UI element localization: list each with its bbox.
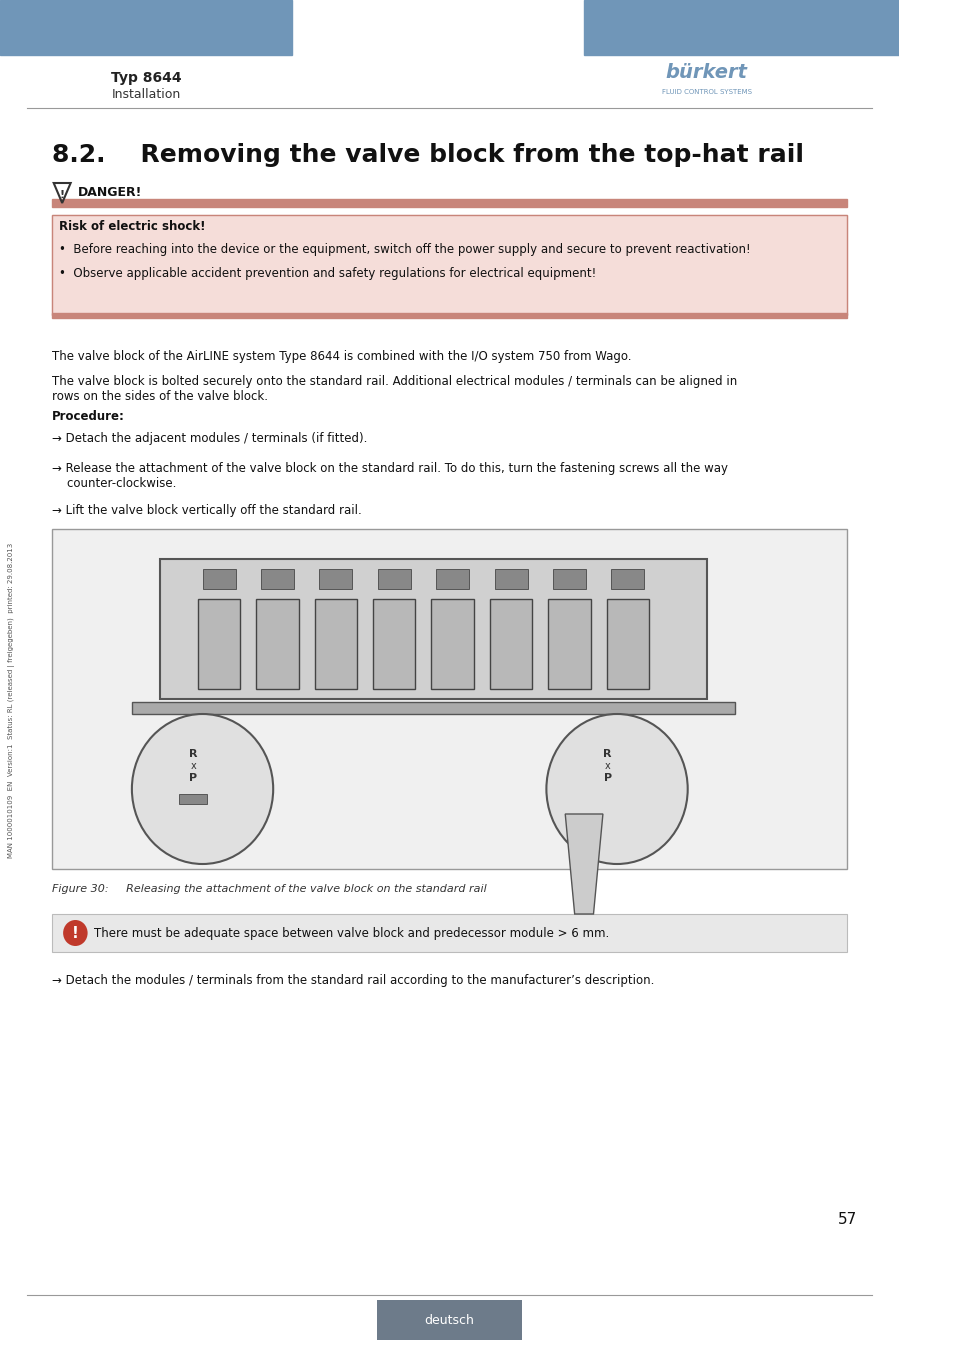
Bar (583, 0, 898, 55)
Circle shape (546, 714, 687, 864)
Text: → Detach the adjacent modules / terminals (if fitted).: → Detach the adjacent modules / terminal… (51, 432, 367, 446)
Text: deutsch: deutsch (424, 1314, 474, 1327)
Bar (606, 599, 648, 688)
Text: x: x (190, 761, 195, 771)
Text: R: R (602, 749, 611, 759)
Bar (431, 599, 474, 688)
Text: → Release the attachment of the valve block on the standard rail. To do this, tu: → Release the attachment of the valve bl… (51, 462, 727, 490)
Text: R: R (189, 749, 197, 759)
Bar (489, 599, 532, 688)
Bar (373, 599, 415, 688)
Bar (548, 599, 590, 688)
Bar (256, 599, 298, 688)
Bar (202, 568, 235, 589)
Circle shape (63, 919, 88, 946)
Text: Typ 8644: Typ 8644 (111, 72, 181, 85)
Text: The valve block is bolted securely onto the standard rail. Additional electrical: The valve block is bolted securely onto … (51, 375, 737, 404)
Bar (261, 568, 294, 589)
Text: There must be adequate space between valve block and predecessor module > 6 mm.: There must be adequate space between val… (94, 926, 609, 940)
Bar (0, 0, 292, 55)
Bar (377, 568, 411, 589)
Text: 57: 57 (838, 1212, 857, 1227)
Bar (51, 215, 846, 315)
Text: → Lift the valve block vertically off the standard rail.: → Lift the valve block vertically off th… (51, 504, 361, 517)
Text: !: ! (71, 926, 79, 941)
Circle shape (132, 714, 273, 864)
Text: Figure 30:     Releasing the attachment of the valve block on the standard rail: Figure 30: Releasing the attachment of t… (51, 884, 486, 894)
Bar (132, 702, 734, 714)
Text: P: P (189, 774, 197, 783)
Bar (436, 568, 469, 589)
Text: FLUID CONTROL SYSTEMS: FLUID CONTROL SYSTEMS (660, 89, 751, 95)
Text: → Detach the modules / terminals from the standard rail according to the manufac: → Detach the modules / terminals from th… (51, 973, 654, 987)
Text: Installation: Installation (112, 89, 180, 101)
Text: P: P (603, 774, 611, 783)
Text: x: x (604, 761, 610, 771)
Text: •  Observe applicable accident prevention and safety regulations for electrical : • Observe applicable accident prevention… (59, 266, 596, 279)
Bar (179, 794, 207, 805)
Text: 8.2.    Removing the valve block from the top-hat rail: 8.2. Removing the valve block from the t… (51, 143, 803, 167)
Text: bürkert: bürkert (665, 62, 747, 81)
Bar (51, 529, 846, 869)
Bar (51, 215, 846, 315)
Polygon shape (564, 814, 602, 914)
Bar (494, 568, 527, 589)
Bar (51, 914, 846, 952)
Bar (51, 313, 846, 319)
Text: •  Before reaching into the device or the equipment, switch off the power supply: • Before reaching into the device or the… (59, 243, 750, 256)
Text: MAN 1000010109  EN  Version:1  Status: RL (released | freigegeben)  printed: 29.: MAN 1000010109 EN Version:1 Status: RL (… (8, 543, 15, 857)
Bar (51, 198, 846, 207)
Text: Risk of electric shock!: Risk of electric shock! (59, 220, 206, 234)
Text: !: ! (59, 190, 65, 200)
Bar (553, 568, 585, 589)
Bar (611, 568, 643, 589)
Bar (314, 599, 356, 688)
Bar (319, 568, 352, 589)
Text: Procedure:: Procedure: (51, 410, 125, 423)
Bar (197, 599, 240, 688)
Bar (376, 1300, 521, 1341)
Text: The valve block of the AirLINE system Type 8644 is combined with the I/O system : The valve block of the AirLINE system Ty… (51, 350, 631, 363)
Text: DANGER!: DANGER! (78, 185, 142, 198)
Bar (160, 559, 706, 699)
